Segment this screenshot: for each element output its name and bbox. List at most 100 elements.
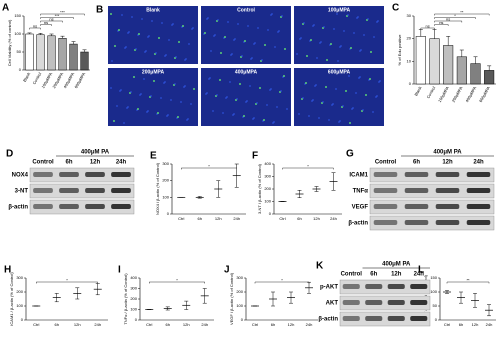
nucleus — [310, 39, 312, 41]
nucleus — [322, 101, 324, 103]
nucleus — [286, 108, 288, 110]
band — [33, 204, 53, 209]
nucleus — [160, 97, 162, 99]
band — [387, 284, 405, 289]
y-tick-label: 20 — [407, 36, 412, 41]
nucleus — [174, 83, 176, 85]
nucleus — [343, 30, 345, 32]
significance-bracket — [40, 24, 52, 26]
nucleus — [177, 116, 179, 118]
significance-bracket — [434, 20, 463, 23]
nucleus — [377, 20, 379, 22]
significance-bracket — [282, 167, 334, 170]
panel-letter: C — [392, 3, 399, 14]
band — [387, 300, 405, 305]
nucleus — [254, 42, 256, 44]
nucleus — [263, 119, 265, 121]
significance-label: * — [454, 13, 456, 18]
nucleus — [355, 92, 357, 94]
significance-bracket — [434, 13, 490, 16]
nucleus — [110, 87, 112, 89]
band — [342, 284, 360, 289]
band — [85, 188, 105, 193]
bar — [470, 63, 481, 85]
nucleus — [342, 105, 344, 107]
significance-label: *** — [55, 13, 60, 18]
nucleus — [306, 55, 308, 57]
nucleus — [320, 41, 322, 43]
nucleus — [187, 118, 189, 120]
significance-label: ns — [49, 17, 53, 22]
nucleus — [222, 112, 224, 114]
y-tick-label: 300 — [162, 161, 169, 166]
nucleus — [157, 112, 159, 114]
panel-letter: B — [96, 5, 103, 16]
nucleus — [188, 43, 190, 45]
bar — [25, 33, 34, 71]
nucleus — [133, 76, 135, 78]
x-tick-label: 12h — [288, 322, 295, 327]
nucleus — [239, 83, 241, 85]
nucleus — [155, 52, 157, 54]
nucleus — [158, 37, 160, 39]
x-tick-label: 100μMPA — [437, 85, 450, 103]
nucleus — [373, 36, 375, 38]
nucleus — [340, 45, 342, 47]
y-tick-label: 200 — [16, 289, 23, 294]
nucleus — [274, 46, 276, 48]
y-axis-label: ICAM1 / β-actin (% of Control) — [9, 272, 14, 326]
bar — [36, 34, 45, 71]
y-tick-label: 50 — [17, 49, 22, 54]
row-label: NOX4 — [12, 173, 29, 179]
nucleus — [273, 121, 275, 123]
significance-bracket — [446, 281, 490, 284]
nucleus — [219, 79, 221, 81]
significance-bracket — [149, 281, 205, 284]
significance-bracket — [40, 17, 74, 19]
nucleus — [210, 50, 212, 52]
row-label: TNFα — [353, 189, 369, 195]
x-tick-label: 24h — [330, 216, 337, 221]
nucleus — [184, 85, 186, 87]
nucleus — [367, 18, 369, 20]
nucleus — [247, 25, 249, 27]
y-tick-label: 30 — [407, 13, 412, 18]
blot-strip — [369, 167, 495, 183]
nucleus — [246, 100, 248, 102]
band — [410, 300, 428, 305]
row-label: VEGF — [352, 205, 369, 211]
row-label: ICAM1 — [349, 173, 368, 179]
y-tick-label: 150 — [14, 13, 21, 18]
y-tick-label: 200 — [264, 186, 271, 191]
micrograph-title: Control — [237, 7, 255, 13]
band — [365, 284, 383, 289]
nucleus — [323, 26, 325, 28]
significance-label: * — [281, 278, 283, 283]
band — [404, 220, 429, 225]
nucleus — [359, 76, 361, 78]
blot-strip — [339, 295, 431, 311]
y-tick-label: 400 — [264, 161, 271, 166]
blot-header: 400μM PA — [81, 150, 110, 156]
nucleus — [253, 117, 255, 119]
micrograph-title: 400μMPA — [235, 69, 258, 75]
micrograph-title: 100μMPA — [328, 7, 351, 13]
nucleus — [193, 88, 195, 90]
nucleus — [315, 84, 317, 86]
nucleus — [267, 29, 269, 31]
y-axis-label: % of Edu positive — [397, 34, 402, 66]
lane-label: 6h — [370, 272, 377, 278]
y-axis-label: 3-NT / β-actin (% of Control) — [257, 163, 262, 214]
y-tick-label: 100 — [130, 307, 137, 312]
nucleus — [224, 36, 226, 38]
panel-letter: L — [418, 265, 424, 276]
y-tick-label: 200 — [162, 178, 169, 183]
x-tick-label: 12h — [74, 322, 81, 327]
nucleus — [332, 103, 334, 105]
nucleus — [259, 87, 261, 89]
y-tick-label: 300 — [130, 286, 137, 291]
y-tick-label: 10 — [407, 58, 412, 63]
nucleus — [308, 115, 310, 117]
lane-label: 12h — [90, 160, 101, 166]
nucleus — [251, 57, 253, 59]
